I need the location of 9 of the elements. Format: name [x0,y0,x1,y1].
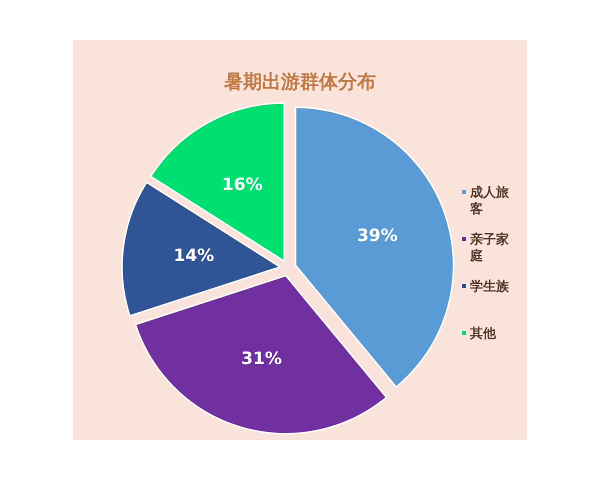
data-label: 16% [222,174,263,195]
data-label: 14% [173,246,214,266]
legend-label: 成人旅客 [469,184,510,217]
data-label: 31% [241,349,282,370]
chart-title: 暑期出游群体分布 [223,71,376,93]
data-label: 39% [356,226,398,246]
legend-label: 学生族 [470,278,510,295]
legend-label: 其他 [469,326,497,342]
legend-label: 亲子家庭 [469,232,509,264]
